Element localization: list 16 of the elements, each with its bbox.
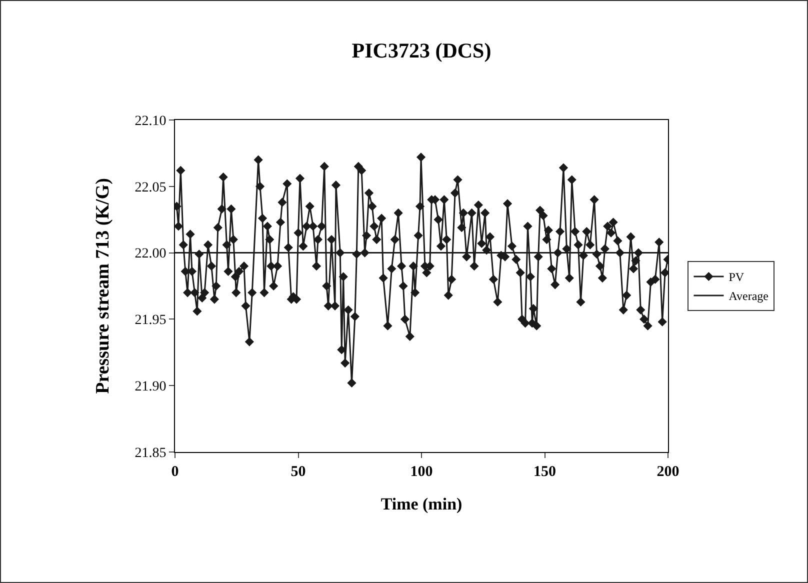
y-tick-label: 21.95 — [134, 313, 166, 328]
x-tick-label: 100 — [410, 464, 433, 480]
y-tick-label: 22.00 — [134, 246, 166, 262]
y-axis-title: Pressure stream 713 (K/G) — [92, 178, 114, 394]
legend-label: PV — [728, 270, 744, 284]
legend-label: Average — [728, 289, 768, 304]
x-tick-label: 150 — [534, 464, 556, 480]
y-tick-label: 21.90 — [134, 380, 166, 394]
x-tick-label: 50 — [290, 464, 306, 480]
chart-title: PIC3723 (DCS) — [352, 38, 492, 63]
y-tick-label: 22.10 — [134, 114, 166, 129]
y-tick-label: 21.85 — [134, 446, 166, 461]
x-tick-label: 0 — [171, 464, 179, 480]
x-tick-label: 200 — [656, 464, 680, 480]
x-axis-title: Time (min) — [380, 494, 462, 514]
y-tick-label: 22.05 — [134, 180, 166, 196]
